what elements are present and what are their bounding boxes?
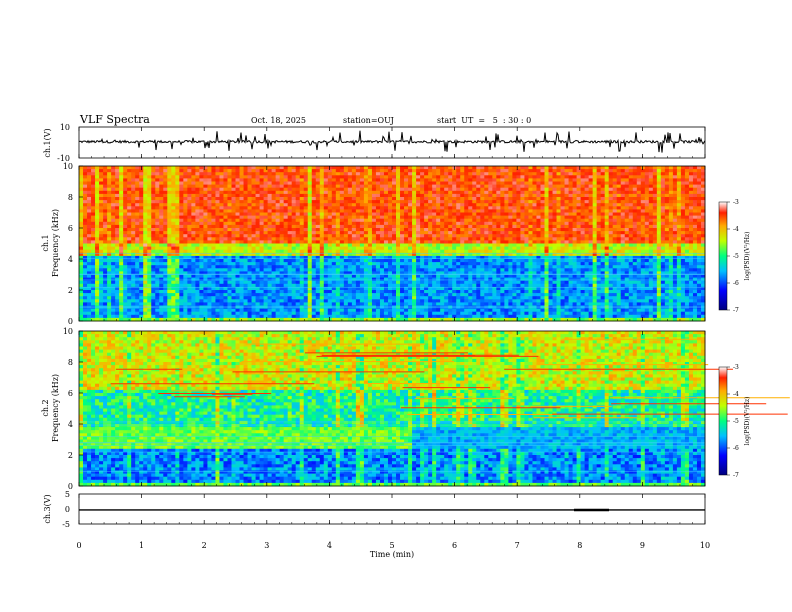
- ch2-spectrogram-ytick-label: 0: [68, 482, 73, 491]
- colorbar-ch1-tick-label: -3: [733, 199, 739, 206]
- x-tick-label: 4: [327, 541, 332, 550]
- start-time-label: start UT = 5 : 30 : 0: [437, 116, 531, 125]
- colorbar-ch1-tick-label: -5: [733, 253, 739, 260]
- colorbar-ch1-label: log(PSD)(V²/Hz): [744, 232, 751, 281]
- ch2-spectrogram-ytick-label: 10: [63, 327, 73, 336]
- panel-ch1-waveform: 10 -10 ch.1(V): [43, 123, 706, 163]
- x-tick-label: 8: [577, 541, 582, 550]
- x-axis-label: Time (min): [370, 550, 414, 559]
- station-label: station=OUJ: [343, 116, 394, 125]
- colorbar-ch1-tick-label: -4: [733, 226, 739, 233]
- ch3-waveform-ylabel: ch.3(V): [43, 494, 52, 523]
- ch1-spectrogram-ylabel-frequency: Frequency (kHz): [51, 209, 60, 277]
- ch2-spectrogram-ytick-label: 2: [68, 451, 73, 460]
- ch2-spectrogram-ytick-label: 6: [68, 389, 73, 398]
- colorbar-ch2-tick-label: -3: [733, 364, 739, 371]
- ch3-ytick-bottom: -5: [62, 520, 70, 529]
- x-axis: 0 1 2 3 4 5 6 7 8 9 10: [76, 127, 710, 550]
- ch2-spectrogram-ylabel-frequency: Frequency (kHz): [51, 374, 60, 442]
- ch1-ytick-bottom: -10: [57, 154, 70, 163]
- ch1-spectrogram-ytick-label: 2: [68, 286, 73, 295]
- x-tick-label: 0: [76, 541, 81, 550]
- ch1-waveform-ylabel: ch.1(V): [43, 128, 52, 157]
- x-tick-label: 2: [202, 541, 207, 550]
- panel-ch2-spectrogram: 0 2 4 6 8 10 ch.2 Frequency (kHz): [41, 327, 790, 491]
- ch1-spectrogram-ytick-label: 8: [68, 193, 73, 202]
- x-tick-label: 6: [452, 541, 457, 550]
- ch3-ytick-middle: 0: [65, 505, 70, 514]
- ch1-ytick-top: 10: [60, 123, 70, 132]
- ch1-spectrogram-image: [79, 166, 706, 322]
- ch2-spectrogram-ytick-label: 8: [68, 358, 73, 367]
- colorbar-ch2-scale: [718, 366, 728, 476]
- ch1-spectrogram-ytick-label: 0: [68, 317, 73, 326]
- ch1-spectrogram-ylabel-channel: ch.1: [41, 234, 50, 251]
- ch1-waveform-trace: [78, 130, 706, 153]
- colorbar-ch2: -3 -4 -5 -6 -7 log(PSD)(V²/Hz): [718, 364, 751, 479]
- colorbar-ch2-label: log(PSD)(V²/Hz): [744, 397, 751, 446]
- figure-title: VLF Spectra: [79, 113, 150, 126]
- ch1-spectrogram-ytick-label: 10: [63, 162, 73, 171]
- ch3-ytick-top: 5: [65, 490, 70, 499]
- colorbar-ch2-tick-label: -5: [733, 418, 739, 425]
- ch1-spectrogram-ytick-label: 4: [68, 255, 73, 264]
- colorbar-ch2-tick-label: -7: [733, 472, 739, 479]
- date-label: Oct. 18, 2025: [251, 116, 306, 125]
- x-tick-label: 10: [700, 541, 710, 550]
- panel-ch3-waveform: 5 0 -5 ch.3(V): [43, 490, 706, 529]
- ch2-spectrogram-ytick-label: 4: [68, 420, 73, 429]
- ch2-spectrogram-image: [79, 331, 790, 487]
- colorbar-ch2-tick-label: -4: [733, 391, 739, 398]
- panel-ch1-spectrogram: 0 2 4 6 8 10 ch.1 Frequency (kHz): [41, 162, 706, 326]
- colorbar-ch1: -3 -4 -5 -6 -7 log(PSD)(V²/Hz): [718, 199, 751, 314]
- colorbar-ch1-tick-label: -6: [733, 280, 739, 287]
- ch2-spectrogram-ylabel-channel: ch.2: [41, 399, 50, 416]
- x-tick-label: 5: [389, 541, 394, 550]
- colorbar-ch1-tick-label: -7: [733, 307, 739, 314]
- x-tick-label: 7: [515, 541, 520, 550]
- x-tick-label: 3: [264, 541, 269, 550]
- colorbar-ch2-tick-label: -6: [733, 445, 739, 452]
- x-tick-label: 9: [640, 541, 645, 550]
- ch1-spectrogram-ytick-label: 6: [68, 224, 73, 233]
- panel-ch3-waveform-bg: [79, 494, 705, 524]
- colorbar-ch1-scale: [718, 201, 728, 311]
- x-tick-label: 1: [139, 541, 144, 550]
